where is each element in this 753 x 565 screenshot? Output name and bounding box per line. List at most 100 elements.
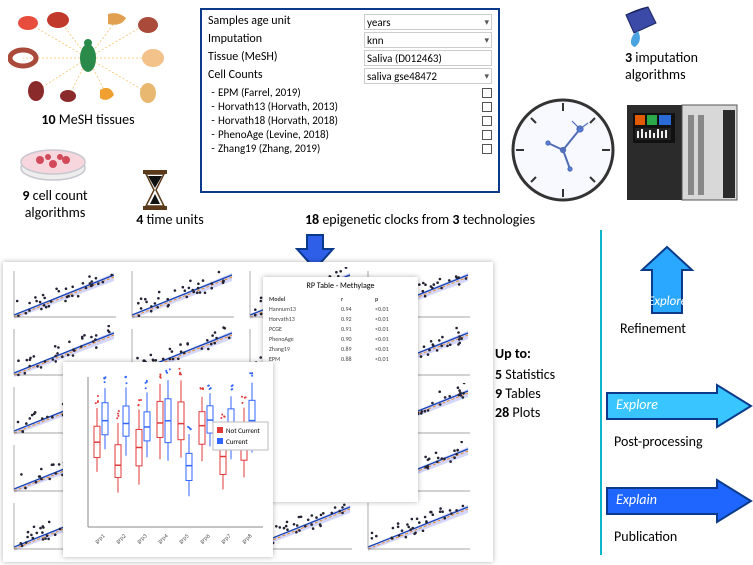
algorithm-checkbox[interactable]: [482, 130, 492, 140]
clocks-label: 18 epigenetic clocks from 3 technologies: [220, 212, 620, 229]
parameters-panel: Samples age unit years▾ Imputation knn▾ Ti…: [200, 8, 500, 193]
table-row: Modelrp: [267, 294, 414, 304]
outputs-gallery: RP Table - Methylage ModelrpHannum130.94…: [3, 262, 493, 562]
table-cell: <0.01: [373, 314, 414, 324]
tissues-illustration: [8, 8, 168, 108]
table-row: Zhang190.89<0.01: [267, 344, 414, 354]
svg-text:Not Current: Not Current: [226, 426, 260, 435]
param-key: Tissue (MeSH): [208, 50, 364, 66]
hourglass-icon: [140, 170, 170, 210]
results-table-panel: RP Table - Methylage ModelrpHannum130.94…: [263, 277, 418, 502]
imputation-label: 3 imputation algorithms: [625, 50, 745, 84]
table-cell: <0.01: [373, 344, 414, 354]
param-row: Cell Counts saliva gse48472▾: [208, 68, 492, 84]
table-cell: Hannum13: [267, 304, 339, 314]
table-cell: <0.01: [373, 304, 414, 314]
algorithm-name: Horvath13 (Horvath, 2013): [218, 100, 482, 113]
table-row: PhenoAge0.90<0.01: [267, 334, 414, 344]
table-cell: [373, 372, 414, 374]
sequencer-icon: [625, 95, 740, 205]
svg-text:grp5: grp5: [177, 532, 191, 545]
table-row: Hannum130.94<0.01: [267, 304, 414, 314]
table-cell: PCGE: [267, 324, 339, 334]
svg-text:grp3: grp3: [135, 532, 149, 545]
param-row: Imputation knn▾: [208, 32, 492, 48]
algorithm-checkbox[interactable]: [482, 102, 492, 112]
table-cell: <0.01: [373, 354, 414, 364]
boxplot-panel: grp1 grp2 grp3 grp4 grp5: [63, 362, 273, 557]
table-row: EPM0.88<0.01: [267, 354, 414, 364]
summary-item: 9 Tables: [495, 385, 595, 404]
svg-text:grp7: grp7: [219, 532, 233, 545]
table-cell: 0.89: [339, 344, 373, 354]
table-cell: 0.88: [339, 354, 373, 364]
output-label: Post-processing: [614, 433, 703, 450]
table-cell: p: [373, 294, 414, 304]
algorithm-row: -Horvath18 (Horvath, 2018): [208, 114, 492, 127]
table-cell: Zhang19: [267, 344, 339, 354]
output-label: Publication: [614, 528, 677, 545]
time-units-label: 4 time units: [120, 212, 220, 229]
table-title: RP Table - Methylage: [267, 281, 414, 291]
algorithm-checkbox[interactable]: [482, 116, 492, 126]
table-cell: Horvath13: [267, 314, 339, 324]
paint-bucket-icon: [618, 5, 663, 50]
table-cell: [267, 372, 339, 374]
svg-text:grp8: grp8: [240, 532, 254, 545]
results-table: ModelrpHannum130.94<0.01Horvath130.92<0.…: [267, 294, 414, 374]
table-cell: <0.01: [373, 334, 414, 344]
chevron-down-icon: ▾: [484, 35, 489, 46]
output-badge: Explore: [616, 396, 658, 413]
svg-text:grp2: grp2: [114, 532, 128, 545]
table-cell: Model: [267, 294, 339, 304]
table-cell: PhenoAge: [267, 334, 339, 344]
mini-scatter: [8, 267, 120, 321]
table-cell: 0.94: [339, 304, 373, 314]
cell-count-label: 9 cell count algorithms: [0, 188, 110, 222]
table-cell: 0.92: [339, 314, 373, 324]
summary-upto: Up to:: [495, 345, 595, 364]
table-row: [267, 372, 414, 374]
table-cell: 0.91: [339, 324, 373, 334]
table-row: PCGE0.91<0.01: [267, 324, 414, 334]
table-cell: 0.90: [339, 334, 373, 344]
mini-scatter: [362, 499, 474, 553]
param-value[interactable]: saliva gse48472▾: [364, 68, 492, 84]
algorithm-name: PhenoAge (Levine, 2018): [218, 128, 482, 141]
param-value[interactable]: Saliva (D012463): [364, 50, 492, 66]
algorithm-row: -PhenoAge (Levine, 2018): [208, 128, 492, 141]
algorithm-row: -Horvath13 (Horvath, 2013): [208, 100, 492, 113]
svg-text:grp4: grp4: [156, 532, 170, 545]
algorithm-name: EPM (Farrel, 2019): [218, 86, 482, 99]
algorithm-checkbox[interactable]: [482, 88, 492, 98]
param-row: Samples age unit years▾: [208, 14, 492, 30]
output-badge: Explore: [640, 294, 695, 309]
table-cell: [339, 372, 373, 374]
param-row: Tissue (MeSH) Saliva (D012463): [208, 50, 492, 66]
clock-icon: [508, 95, 618, 205]
param-key: Samples age unit: [208, 14, 364, 30]
param-value[interactable]: years▾: [364, 14, 492, 30]
output-label: Refinement: [620, 320, 686, 337]
algorithm-row: -EPM (Farrel, 2019): [208, 86, 492, 99]
table-cell: EPM: [267, 354, 339, 364]
chevron-down-icon: ▾: [484, 71, 489, 82]
param-key: Cell Counts: [208, 68, 364, 84]
table-cell: r: [339, 294, 373, 304]
petri-dish-icon: [18, 138, 88, 183]
organs-icon: [10, 12, 164, 103]
param-value[interactable]: knn▾: [364, 32, 492, 48]
svg-text:Current: Current: [226, 437, 248, 446]
output-badge: Explain: [616, 491, 657, 508]
summary-counts: Up to: 5 Statistics9 Tables28 Plots: [495, 345, 595, 423]
algorithm-checkbox[interactable]: [482, 144, 492, 154]
tissues-label: 10 MeSH tissues: [8, 112, 168, 129]
svg-text:grp6: grp6: [198, 532, 212, 545]
algorithm-row: -Zhang19 (Zhang, 2019): [208, 142, 492, 155]
divider: [600, 230, 602, 555]
chevron-down-icon: ▾: [484, 17, 489, 28]
table-cell: <0.01: [373, 324, 414, 334]
summary-item: 28 Plots: [495, 404, 595, 423]
mini-scatter: [126, 267, 238, 321]
summary-item: 5 Statistics: [495, 366, 595, 385]
